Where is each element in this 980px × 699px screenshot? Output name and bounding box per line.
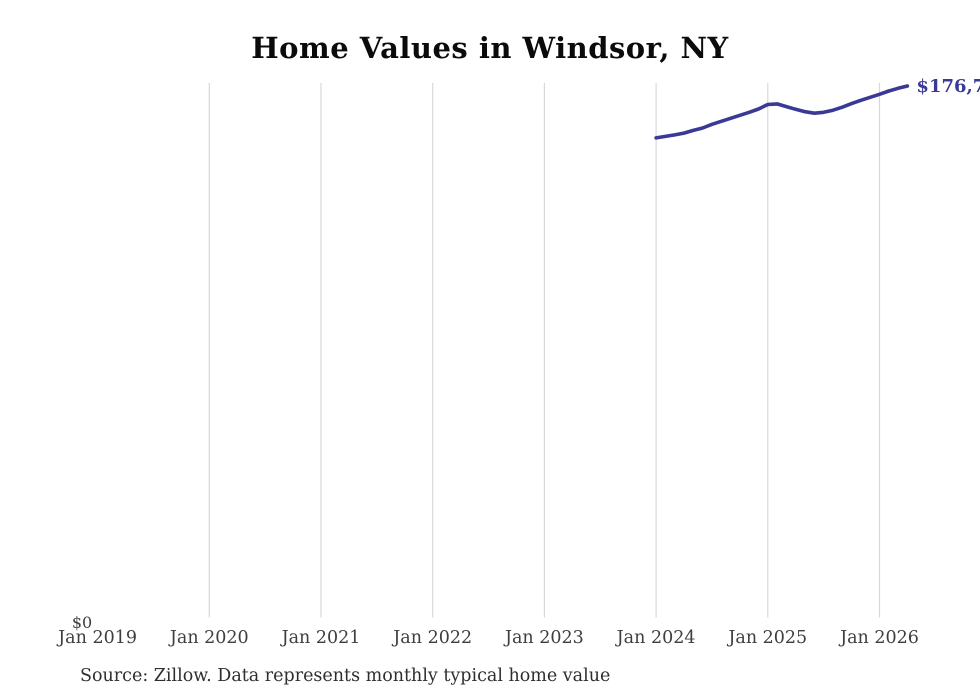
- source-note: Source: Zillow. Data represents monthly …: [80, 666, 611, 686]
- home-value-line: [654, 84, 910, 140]
- x-axis-tick-label: Jan 2022: [391, 628, 472, 648]
- end-value-label: $176,753: [916, 76, 980, 97]
- x-axis-tick-label: Jan 2026: [838, 628, 919, 648]
- x-axis-tick-label: Jan 2025: [726, 628, 807, 648]
- y-axis-zero-label: $0: [72, 613, 92, 632]
- x-axis-tick-label: Jan 2019: [56, 628, 137, 648]
- x-axis-tick-label: Jan 2023: [503, 628, 584, 648]
- x-axis-tick-label: Jan 2020: [168, 628, 249, 648]
- x-axis-tick-label: Jan 2021: [280, 628, 361, 648]
- chart-title: Home Values in Windsor, NY: [251, 31, 729, 65]
- x-axis-tick-label: Jan 2024: [615, 628, 696, 648]
